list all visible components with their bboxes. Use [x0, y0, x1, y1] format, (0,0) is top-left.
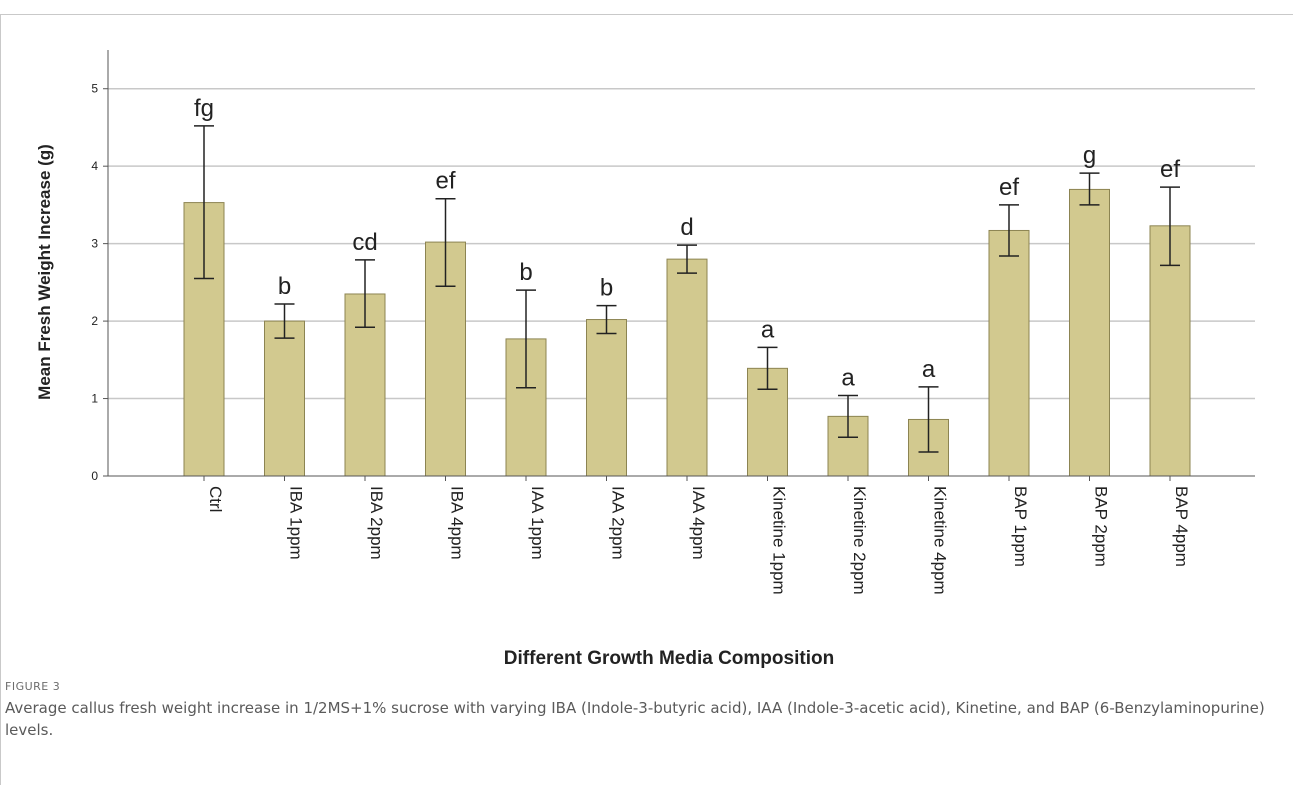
significance-label: a — [841, 364, 855, 391]
significance-label: a — [922, 356, 936, 383]
bar-chart: 0 1 2 3 4 5 fg Ctrl b IBA 1ppm cd IBA 2ppm ef IBA 4p… — [35, 50, 1255, 669]
category-label: Ctrl — [206, 486, 225, 512]
y-tick-label: 2 — [91, 314, 98, 328]
figure-caption: Average callus fresh weight increase in … — [5, 699, 1265, 739]
bar — [988, 229, 1030, 477]
bar — [586, 319, 627, 477]
category-label: IBA 1ppm — [287, 486, 306, 560]
category-label: IBA 2ppm — [367, 486, 386, 560]
significance-label: a — [761, 316, 775, 343]
x-axis-title: Different Growth Media Composition — [504, 648, 834, 669]
y-tick-label: 3 — [91, 237, 98, 251]
bar — [264, 320, 305, 477]
significance-label: ef — [1160, 156, 1180, 183]
significance-label: b — [519, 259, 532, 286]
category-label: BAP 2ppm — [1092, 486, 1111, 567]
significance-label: ef — [435, 168, 455, 195]
significance-label: g — [1083, 142, 1096, 169]
significance-label: ef — [999, 174, 1019, 201]
category-label: IAA 4ppm — [689, 486, 708, 560]
y-axis-title: Mean Fresh Weight Increase (g) — [35, 144, 54, 400]
bar — [666, 258, 708, 477]
category-label: BAP 4ppm — [1172, 486, 1191, 567]
category-label: IAA 1ppm — [528, 486, 547, 560]
bar — [1069, 188, 1110, 477]
significance-label: b — [600, 275, 613, 302]
category-label: BAP 1ppm — [1011, 486, 1030, 567]
frame-left-border — [0, 14, 1, 785]
category-label: IAA 2ppm — [609, 486, 628, 560]
bars — [183, 125, 1191, 477]
axes: 0 1 2 3 4 5 — [91, 50, 1255, 483]
y-tick-label: 0 — [91, 469, 98, 483]
significance-label: d — [680, 214, 693, 241]
labels: fg Ctrl b IBA 1ppm cd IBA 2ppm ef IBA 4ppm b IAA … — [194, 95, 1191, 595]
y-tick-label: 4 — [91, 159, 98, 173]
significance-label: fg — [194, 95, 214, 122]
category-label: IBA 4ppm — [448, 486, 467, 560]
frame-top-border — [0, 14, 1293, 15]
bar — [1149, 225, 1191, 477]
category-label: Kinetine 4ppm — [931, 486, 950, 595]
category-label: Kinetine 2ppm — [850, 486, 869, 595]
significance-label: cd — [352, 229, 377, 256]
significance-label: b — [278, 273, 291, 300]
y-tick-label: 5 — [91, 82, 98, 96]
category-label: Kinetine 1ppm — [770, 486, 789, 595]
y-tick-label: 1 — [91, 392, 98, 406]
figure-label: FIGURE 3 — [5, 680, 61, 693]
